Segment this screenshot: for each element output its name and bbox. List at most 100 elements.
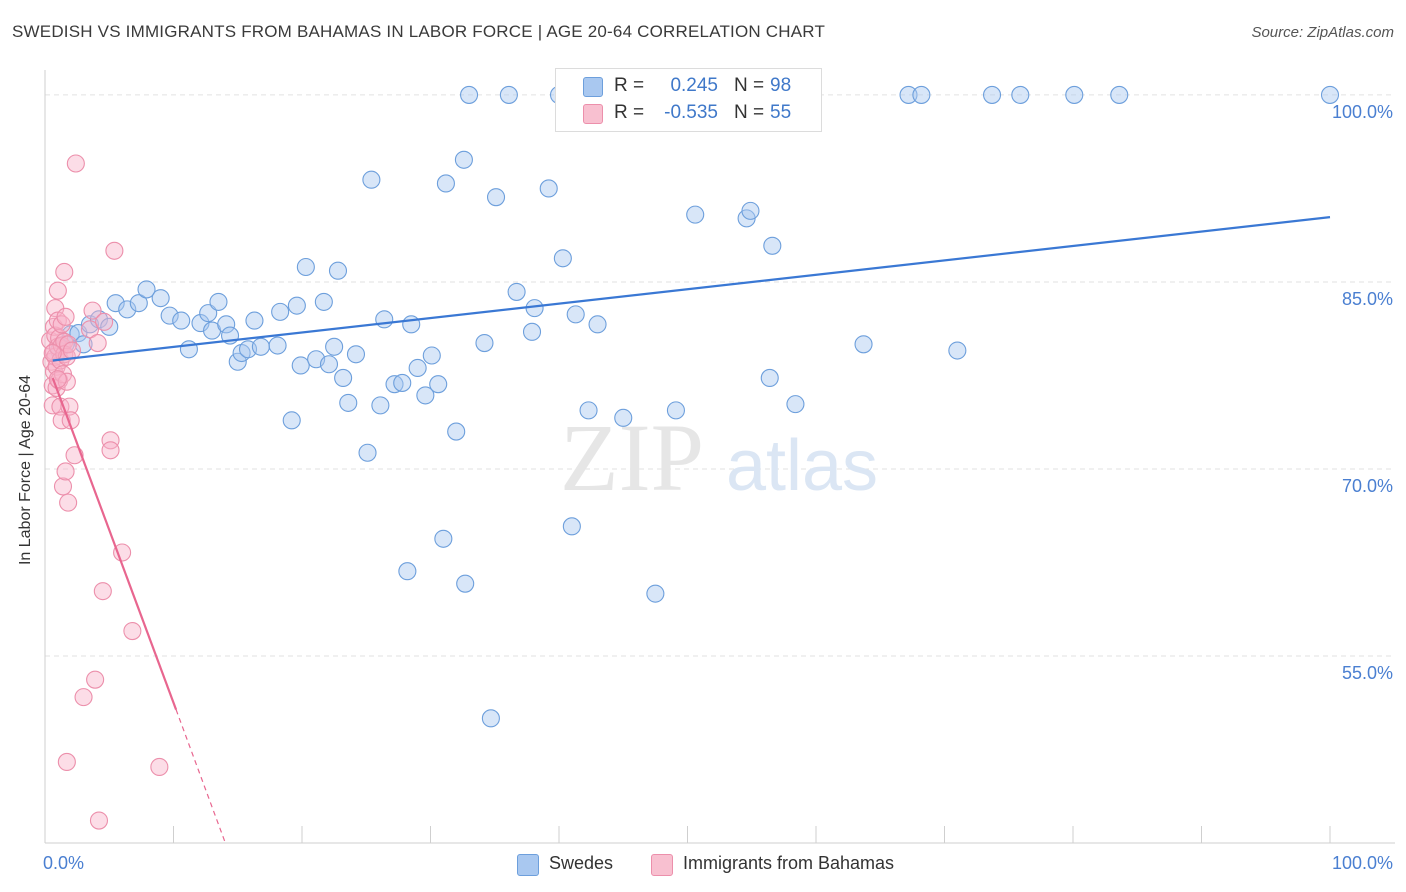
- swedes-point: [375, 310, 394, 329]
- swedes-point: [1110, 85, 1129, 104]
- legend-swatch-bahamas: [651, 854, 673, 876]
- swedes-point: [106, 294, 125, 313]
- swedes-point: [422, 346, 441, 365]
- swedes-point: [339, 393, 358, 412]
- swedes-point: [179, 340, 198, 359]
- swedes-point: [459, 85, 479, 104]
- swedes-point: [199, 304, 218, 323]
- correlation-legend: R = 0.245 N = 98 R = -0.535 N = 55: [555, 68, 822, 132]
- swedes-point: [434, 529, 453, 548]
- bahamas-point: [105, 241, 124, 260]
- bahamas-point: [53, 477, 73, 496]
- swedes-point: [402, 315, 421, 334]
- swedes-point: [118, 300, 137, 319]
- bahamas-point: [89, 811, 109, 830]
- legend-swatch-bahamas: [583, 104, 603, 124]
- swedes-point: [666, 401, 685, 420]
- swedes-point: [522, 322, 542, 341]
- swedes-point: [129, 294, 148, 313]
- swedes-point: [854, 335, 873, 354]
- legend-swatch-swedes: [583, 77, 603, 97]
- swedes-point: [334, 368, 353, 388]
- swedes-point: [429, 375, 448, 394]
- bahamas-point: [57, 752, 76, 772]
- swedes-point: [160, 306, 179, 325]
- swedes-point: [475, 333, 494, 353]
- legend-r-value: -0.535: [664, 102, 718, 123]
- points-layer: [41, 85, 1340, 830]
- swedes-point: [1065, 85, 1084, 104]
- bahamas-point: [101, 431, 120, 450]
- swedes-point: [362, 170, 381, 189]
- bahamas-point: [95, 312, 114, 331]
- swedes-point: [899, 85, 918, 104]
- swedes-point: [251, 337, 270, 356]
- legend-n-value: 98: [770, 75, 792, 96]
- bahamas-point: [93, 582, 112, 601]
- swedes-point: [486, 188, 506, 207]
- swedes-point: [151, 289, 170, 308]
- swedes-point: [271, 302, 290, 321]
- y-tick-label: 70.0%: [1342, 476, 1393, 496]
- swedes-point: [588, 315, 607, 334]
- bahamas-point: [80, 320, 100, 339]
- watermark-atlas: atlas: [726, 426, 878, 506]
- swedes-point: [371, 396, 390, 415]
- x-tick-label: 0.0%: [43, 853, 84, 873]
- chart-source: Source: ZipAtlas.com: [1251, 24, 1394, 41]
- swedes-point: [912, 85, 931, 104]
- axis-layer: [44, 70, 1395, 844]
- swedes-point: [393, 373, 412, 392]
- swedes-point: [1011, 85, 1030, 104]
- swedes-point: [245, 311, 264, 330]
- legend-label-bahamas: Immigrants from Bahamas: [683, 853, 895, 873]
- bahamas-point: [43, 343, 62, 363]
- swedes-point: [228, 352, 247, 371]
- legend-label-swedes: Swedes: [549, 853, 614, 873]
- y-tick-label: 55.0%: [1342, 663, 1393, 683]
- bahamas-point: [48, 281, 67, 300]
- bahamas-point: [86, 670, 105, 689]
- bahamas-point: [83, 301, 102, 320]
- tick-label-layer: 55.0% 70.0% 85.0% 100.0% 0.0% 100.0%: [43, 102, 1393, 873]
- legend-r-label: R =: [614, 75, 645, 96]
- swedes-point: [686, 205, 705, 224]
- swedes-point: [499, 85, 518, 104]
- swedes-point: [786, 395, 805, 414]
- swedes-point: [319, 355, 339, 374]
- swedes-point: [481, 709, 500, 728]
- y-tick-label: 85.0%: [1342, 289, 1393, 309]
- swedes-point: [507, 282, 526, 301]
- swedes-point: [454, 150, 473, 169]
- swedes-point: [80, 315, 100, 334]
- legend-swatch-swedes: [517, 854, 539, 876]
- swedes-point: [358, 443, 377, 462]
- swedes-point: [291, 356, 310, 375]
- bahamas-point: [88, 333, 107, 353]
- swedes-point: [646, 584, 665, 603]
- swedes-point: [217, 315, 236, 334]
- bahamas-point: [113, 543, 132, 562]
- legend-n-value: 55: [770, 102, 792, 123]
- swedes-point: [760, 368, 779, 388]
- trend-layer: [51, 216, 1331, 842]
- swedes-point: [287, 296, 306, 315]
- bahamas-point: [101, 441, 120, 460]
- swedes-point: [1320, 85, 1340, 104]
- swedes-point: [579, 401, 598, 420]
- series-legend: Swedes Immigrants from Bahamas: [0, 852, 1406, 878]
- swedes-point: [172, 311, 191, 330]
- grid-layer: [45, 94, 1395, 657]
- swedes-point: [398, 562, 417, 581]
- swedes-point: [741, 201, 760, 220]
- legend-n-label: N =: [734, 75, 765, 96]
- swedes-point: [553, 249, 572, 268]
- bahamas-point: [56, 462, 75, 481]
- bahamas-point: [62, 341, 82, 360]
- swedes-point: [614, 408, 633, 427]
- swedes-point: [282, 411, 301, 430]
- swedes-point: [100, 317, 119, 336]
- y-tick-label: 100.0%: [1332, 102, 1393, 122]
- swedes-point: [408, 358, 427, 378]
